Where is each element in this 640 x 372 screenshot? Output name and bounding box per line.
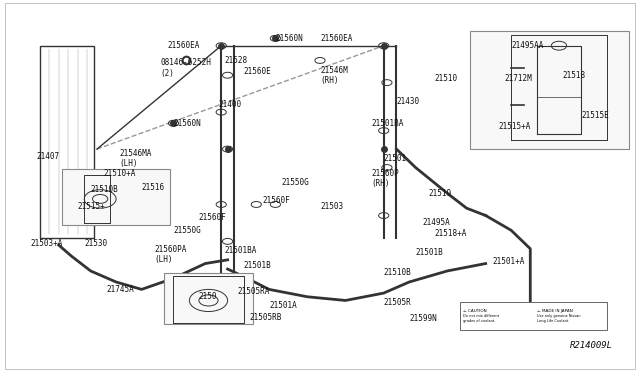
Text: 21560N: 21560N xyxy=(275,34,303,43)
Text: 21560EA: 21560EA xyxy=(320,34,353,43)
Text: Use only genuine Nissan: Use only genuine Nissan xyxy=(537,314,580,318)
Text: 21515E: 21515E xyxy=(581,111,609,121)
Text: 21550G: 21550G xyxy=(282,178,310,187)
Text: grades of coolant.: grades of coolant. xyxy=(463,318,496,323)
Text: 21530: 21530 xyxy=(84,239,108,248)
Text: 21745A: 21745A xyxy=(106,285,134,294)
Text: 21515+: 21515+ xyxy=(78,202,106,211)
Text: 21510B: 21510B xyxy=(91,185,118,194)
Bar xyxy=(460,302,607,330)
Bar xyxy=(40,46,94,238)
Text: 21560PA
(LH): 21560PA (LH) xyxy=(154,245,187,264)
Text: 21510+A: 21510+A xyxy=(103,169,136,177)
Text: 21505R: 21505R xyxy=(384,298,412,307)
Text: 21516: 21516 xyxy=(141,183,164,192)
Text: 21560EA: 21560EA xyxy=(167,41,200,50)
Text: 21505RA: 21505RA xyxy=(237,287,269,296)
Text: Do not mix different: Do not mix different xyxy=(463,314,499,318)
Text: Long Life Coolant.: Long Life Coolant. xyxy=(537,318,569,323)
Text: 21503: 21503 xyxy=(320,202,343,211)
Bar xyxy=(164,273,253,324)
Text: 08146-6252H
(2): 08146-6252H (2) xyxy=(161,58,212,77)
Text: 21503+A: 21503+A xyxy=(30,239,63,248)
Text: 21560E: 21560E xyxy=(244,67,271,76)
Text: 21400: 21400 xyxy=(218,100,241,109)
Text: 21501+A: 21501+A xyxy=(492,257,524,266)
Text: ⚠ CAUTION: ⚠ CAUTION xyxy=(463,309,487,313)
Text: 21501: 21501 xyxy=(384,154,407,163)
Text: 21546MA
(LH): 21546MA (LH) xyxy=(119,148,152,168)
Text: 21546M
(RH): 21546M (RH) xyxy=(320,65,348,85)
Text: 21501B: 21501B xyxy=(244,261,271,270)
Bar xyxy=(62,169,170,225)
Text: 21560N: 21560N xyxy=(173,119,201,128)
Text: 21518: 21518 xyxy=(562,71,585,80)
Text: 21495AA: 21495AA xyxy=(511,41,543,50)
Text: ⚠ MADE IN JAPAN: ⚠ MADE IN JAPAN xyxy=(537,309,572,313)
Text: 21501B: 21501B xyxy=(415,248,444,257)
Text: 21560F: 21560F xyxy=(199,213,227,222)
Bar xyxy=(470,31,629,149)
Text: 21501A: 21501A xyxy=(269,301,297,311)
Text: 21550G: 21550G xyxy=(173,226,201,235)
Text: 21515+A: 21515+A xyxy=(499,122,531,131)
Text: 21528: 21528 xyxy=(225,56,248,65)
Text: 21495A: 21495A xyxy=(422,218,450,227)
Text: 21407: 21407 xyxy=(36,152,60,161)
Text: 21501BA: 21501BA xyxy=(225,246,257,255)
Text: 21505RB: 21505RB xyxy=(250,312,282,321)
Text: 21712M: 21712M xyxy=(505,74,532,83)
Text: 21599N: 21599N xyxy=(409,314,437,323)
Text: 21560P
(RH): 21560P (RH) xyxy=(371,169,399,188)
Text: 21519: 21519 xyxy=(428,189,451,198)
Text: 21518+A: 21518+A xyxy=(435,230,467,238)
Text: 2150: 2150 xyxy=(199,292,218,301)
Text: 21430: 21430 xyxy=(396,97,420,106)
Text: 21510: 21510 xyxy=(435,74,458,83)
Text: 21501BA: 21501BA xyxy=(371,119,403,128)
Text: 21510B: 21510B xyxy=(384,268,412,277)
Text: R214009L: R214009L xyxy=(570,341,613,350)
Text: 21560F: 21560F xyxy=(262,196,291,205)
